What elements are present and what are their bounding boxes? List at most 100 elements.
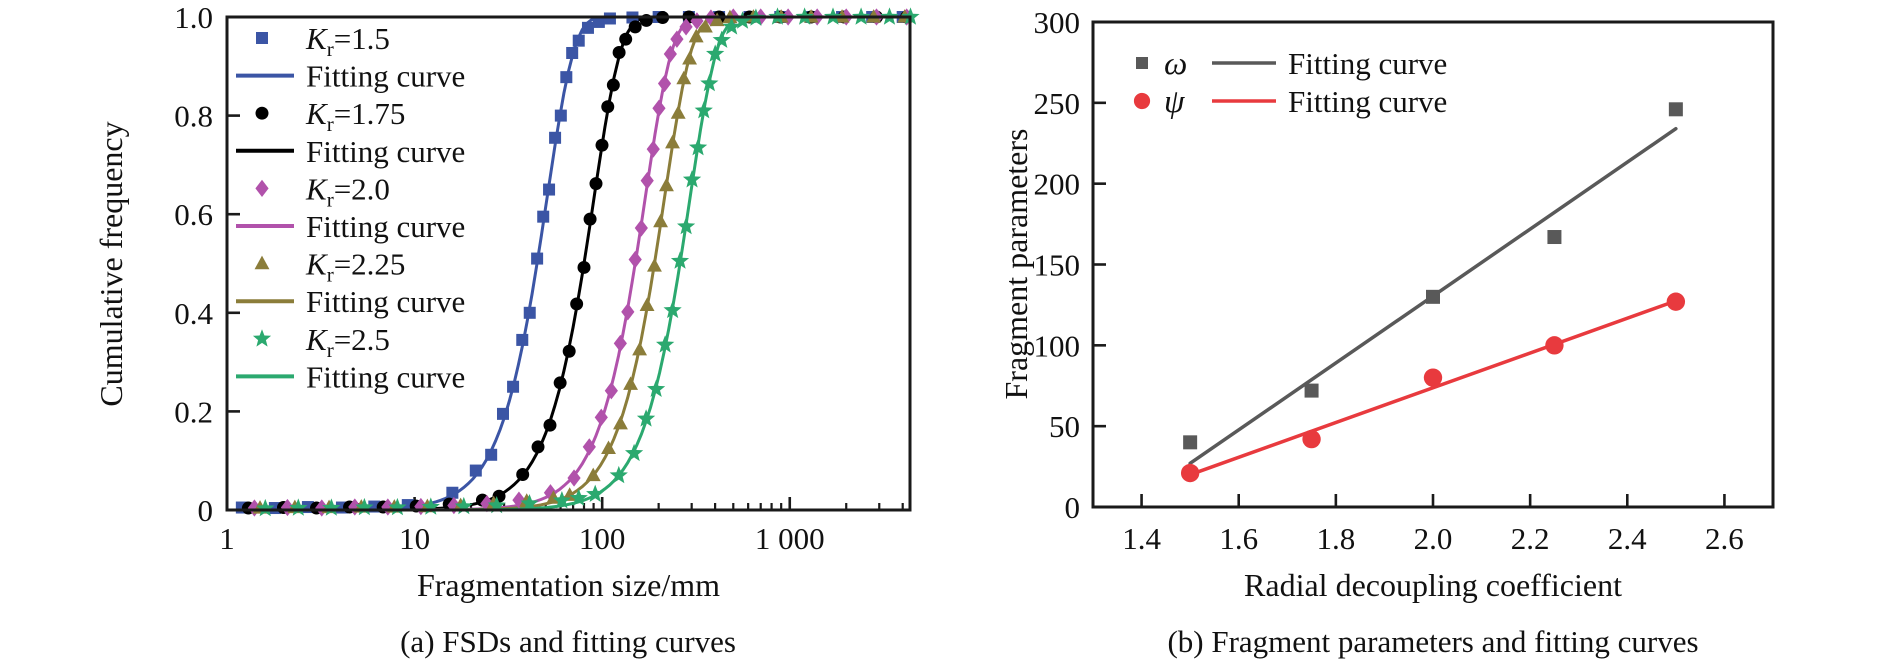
x-axis-tick-label: 1.4 (1122, 521, 1161, 556)
data-point-series-1 (583, 212, 597, 226)
data-point-series-3 (688, 28, 704, 43)
y-axis-tick-label: 0.4 (174, 296, 213, 331)
data-point-series-4 (388, 497, 407, 516)
panel-b-caption: (b) Fragment parameters and fitting curv… (1167, 624, 1699, 659)
legend-marker-1 (1133, 92, 1151, 110)
x-axis-tick-label: 1.6 (1219, 521, 1258, 556)
legend-fit-label-3: Fitting curve (306, 284, 465, 319)
data-point-series-4 (682, 170, 702, 188)
x-axis-tick-label: 2.0 (1414, 521, 1453, 556)
data-point-series-4 (520, 494, 539, 512)
data-point-series-3 (613, 415, 628, 430)
x-axis-title: Fragmentation size/mm (417, 567, 720, 603)
data-point-series-1 (589, 177, 603, 191)
data-point-series-0 (1304, 383, 1319, 398)
data-point-series-2 (652, 99, 666, 117)
data-point-series-2 (679, 18, 693, 36)
data-point-series-2 (640, 172, 654, 190)
x-axis-tick-label: 1 000 (755, 521, 825, 556)
y-axis-tick-label: 250 (1034, 86, 1081, 121)
data-point-series-1 (562, 344, 576, 358)
data-point-series-4 (663, 300, 682, 319)
data-point-series-2 (315, 499, 329, 517)
data-point-series-4 (552, 491, 571, 509)
data-point-series-4 (677, 216, 696, 235)
data-point-series-1 (606, 78, 620, 92)
data-point-series-1 (577, 260, 591, 274)
data-point-series-0 (469, 464, 482, 477)
data-point-series-3 (659, 177, 674, 192)
data-point-series-1 (1180, 463, 1200, 483)
data-point-series-4 (733, 11, 752, 29)
legend-marker-4 (252, 329, 272, 347)
x-axis-tick-label: 1 (219, 521, 235, 556)
data-point-series-4 (722, 17, 741, 35)
legend-fit-label-0: Fitting curve (306, 59, 465, 94)
data-point-series-0 (543, 183, 556, 196)
y-axis-tick-label: 50 (1049, 409, 1080, 444)
data-point-series-2 (247, 499, 262, 517)
data-point-series-4 (586, 484, 605, 502)
data-point-series-4 (712, 30, 731, 48)
y-axis-tick-label: 150 (1034, 248, 1081, 283)
y-axis-tick-label: 0.2 (174, 394, 213, 429)
panel-b-chart: 1.4 1.6 1.8 2.0 2.2 2.4 2.6 0 50 100 150 200 250 300 R… (998, 5, 1775, 603)
data-point-series-2 (280, 498, 295, 517)
data-point-series-0 (560, 71, 573, 84)
data-point-series-3 (623, 376, 639, 390)
legend-label-0: ω (1164, 46, 1187, 82)
data-point-series-0 (581, 21, 594, 34)
legend-label-1: ψ (1164, 84, 1185, 120)
data-point-series-1 (543, 418, 557, 432)
data-point-series-4 (688, 138, 708, 156)
data-point-series-3 (665, 134, 680, 149)
data-point-series-4 (656, 335, 675, 353)
x-axis-tick-label: 2.4 (1608, 521, 1647, 556)
y-axis-tick-label: 0 (1065, 490, 1081, 525)
x-axis-tick-label: 2.2 (1511, 521, 1550, 556)
data-point-series-0 (507, 380, 520, 393)
y-axis-title: Cumulative frequency (93, 121, 129, 406)
data-point-series-0 (1547, 230, 1562, 245)
data-point-series-1 (619, 32, 633, 46)
x-axis-tick-label: 1.8 (1316, 521, 1355, 556)
data-point-series-4 (289, 498, 308, 516)
data-point-series-2 (670, 30, 684, 48)
data-point-series-4 (706, 44, 725, 62)
x-axis-tick-label: 100 (579, 521, 626, 556)
data-point-series-1 (1545, 336, 1564, 355)
data-point-series-3 (585, 467, 601, 482)
y-axis-title: Fragment parameters (998, 129, 1034, 400)
data-point-series-1 (531, 440, 545, 454)
data-point-series-2 (613, 334, 627, 353)
data-point-series-0 (566, 46, 579, 59)
data-point-series-3 (653, 213, 669, 228)
data-point-series-0 (1183, 435, 1198, 450)
data-point-series-2 (634, 219, 648, 237)
data-point-series-1 (570, 297, 584, 311)
data-point-series-4 (454, 496, 473, 515)
data-point-series-2 (604, 382, 618, 400)
y-axis-tick-label: 100 (1034, 328, 1081, 363)
data-point-series-3 (639, 297, 655, 312)
data-point-series-2 (480, 494, 494, 513)
data-point-series-0 (523, 306, 536, 319)
data-point-series-0 (516, 333, 529, 346)
data-point-series-1 (516, 468, 530, 481)
legend-fit-label-0: Fitting curve (1288, 46, 1447, 81)
data-point-series-4 (670, 251, 690, 269)
data-point-series-0 (554, 109, 567, 122)
data-point-series-2 (657, 74, 672, 93)
data-point-series-3 (697, 18, 713, 33)
legend-marker-0 (256, 32, 268, 44)
y-axis-tick-label: 1.0 (174, 0, 213, 35)
panel-a-chart: 1 10 100 1 000 0 0.2 0.4 0.6 0.8 1.0 Fragmentation… (93, 0, 920, 603)
data-point-series-0 (485, 448, 498, 461)
data-point-series-0 (572, 34, 585, 47)
legend-marker-0 (1136, 57, 1148, 69)
data-point-series-2 (567, 469, 581, 487)
data-point-series-2 (582, 438, 596, 456)
plot-border (1091, 20, 1775, 509)
x-axis-tick-label: 2.6 (1705, 521, 1744, 556)
data-point-series-1 (1302, 429, 1321, 449)
